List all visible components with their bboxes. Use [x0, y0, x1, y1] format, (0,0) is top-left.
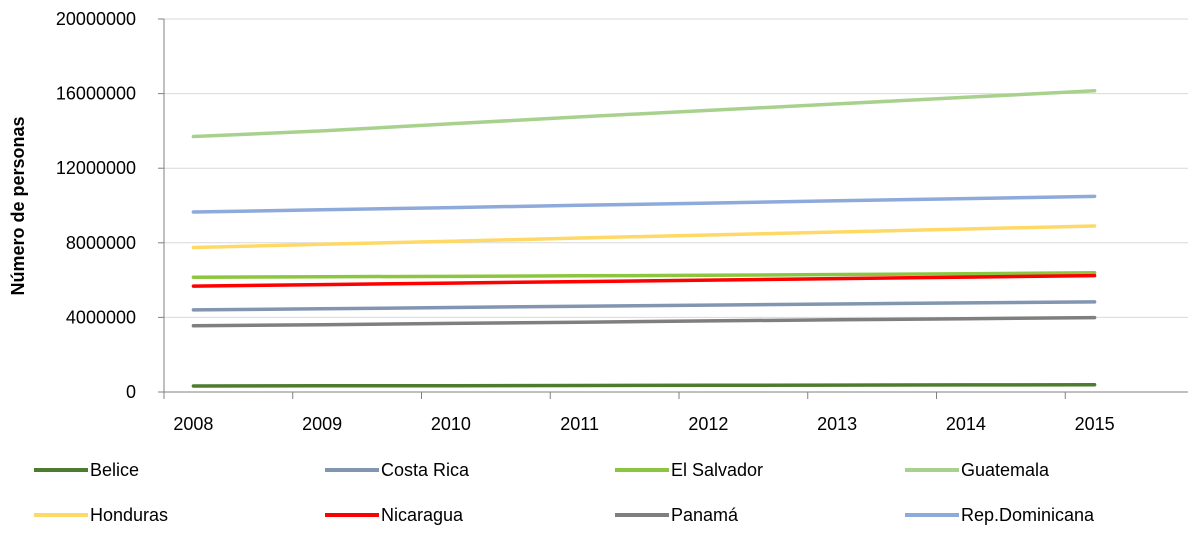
series-line-honduras — [191, 224, 1097, 250]
legend: Belice Costa Rica El Salvador Guatemala Hond… — [34, 460, 1095, 525]
series-line-costa-rica — [191, 300, 1097, 312]
y-tick-label: 0 — [126, 382, 136, 402]
legend-item: El Salvador — [615, 460, 763, 480]
legend-item: Nicaragua — [325, 505, 464, 525]
y-tick-label: 12000000 — [56, 158, 136, 178]
x-tick-label: 2010 — [431, 414, 471, 434]
series-line-rep-dominicana — [191, 194, 1097, 214]
x-tick-label: 2014 — [946, 414, 986, 434]
legend-item: Panamá — [615, 505, 739, 525]
legend-label: Guatemala — [961, 460, 1050, 480]
y-tick-label: 8000000 — [66, 233, 136, 253]
legend-item: Honduras — [34, 505, 168, 525]
legend-label: Panamá — [671, 505, 739, 525]
legend-item: Belice — [34, 460, 139, 480]
y-tick-label: 16000000 — [56, 84, 136, 104]
x-tick-label: 2013 — [817, 414, 857, 434]
series-line-guatemala — [191, 89, 1097, 139]
x-tick-label: 2008 — [173, 414, 213, 434]
x-tick-label: 2012 — [688, 414, 728, 434]
y-tick-labels: 0 4000000 8000000 12000000 16000000 20000000 — [56, 9, 136, 402]
series-lines — [191, 89, 1097, 388]
series-line-nicaragua — [191, 273, 1097, 288]
legend-label: Belice — [90, 460, 139, 480]
legend-label: Rep.Dominicana — [961, 505, 1095, 525]
x-tick-label: 2011 — [560, 414, 599, 434]
legend-label: Honduras — [90, 505, 168, 525]
legend-item: Guatemala — [905, 460, 1050, 480]
y-axis-title: Número de personas — [8, 116, 28, 295]
legend-item: Rep.Dominicana — [905, 505, 1095, 525]
y-tick-label: 20000000 — [56, 9, 136, 29]
legend-label: Costa Rica — [381, 460, 470, 480]
x-tick-labels: 2008 2009 2010 2011 2012 2013 2014 2015 — [173, 414, 1114, 434]
legend-label: Nicaragua — [381, 505, 464, 525]
axes — [158, 18, 1188, 399]
legend-label: El Salvador — [671, 460, 763, 480]
series-line-el-salvador — [191, 271, 1097, 280]
series-line-panam- — [191, 315, 1097, 328]
y-tick-label: 4000000 — [66, 307, 136, 327]
x-tick-label: 2015 — [1075, 414, 1115, 434]
legend-item: Costa Rica — [325, 460, 470, 480]
series-line-belice — [191, 382, 1097, 388]
x-tick-label: 2009 — [302, 414, 342, 434]
